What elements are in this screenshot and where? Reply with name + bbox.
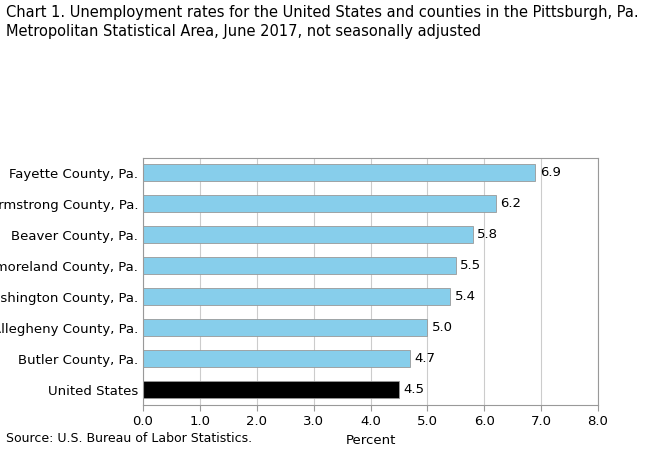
- Text: 6.9: 6.9: [540, 166, 561, 180]
- Bar: [143, 350, 410, 367]
- Bar: [143, 195, 495, 212]
- Text: 4.5: 4.5: [404, 383, 424, 396]
- Text: 6.2: 6.2: [500, 198, 521, 211]
- Bar: [143, 164, 536, 181]
- Text: Source: U.S. Bureau of Labor Statistics.: Source: U.S. Bureau of Labor Statistics.: [6, 432, 253, 446]
- Bar: [143, 381, 399, 398]
- Text: 5.8: 5.8: [477, 228, 499, 241]
- Text: 5.5: 5.5: [460, 259, 482, 272]
- Text: Chart 1. Unemployment rates for the United States and counties in the Pittsburgh: Chart 1. Unemployment rates for the Unit…: [6, 4, 639, 39]
- Text: 5.4: 5.4: [455, 290, 476, 303]
- Text: 4.7: 4.7: [415, 352, 436, 365]
- Bar: [143, 226, 473, 243]
- Bar: [143, 319, 428, 336]
- X-axis label: Percent: Percent: [345, 434, 396, 447]
- Text: 5.0: 5.0: [432, 321, 453, 334]
- Bar: [143, 257, 456, 274]
- Bar: [143, 288, 450, 305]
